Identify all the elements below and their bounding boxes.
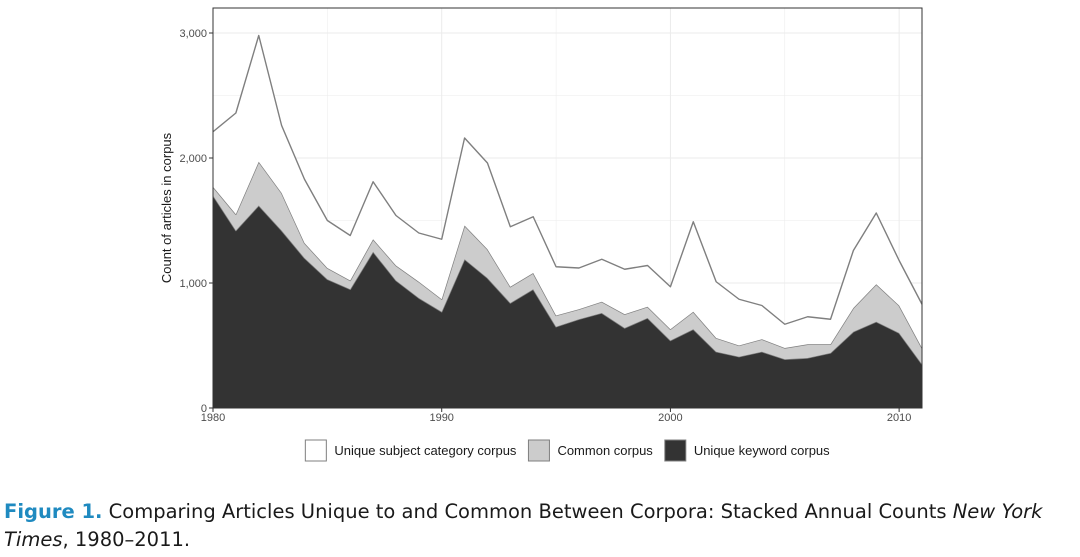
- axes: 1980 1990 2000 2010 0 1,000 2,000 3,000: [179, 28, 911, 424]
- caption-text: Comparing Articles Unique to and Common …: [102, 500, 953, 523]
- legend-key-unique-subject-category-corpus: [304, 439, 327, 462]
- caption-italic-title: New York Times: [4, 500, 1043, 551]
- y-axis-title: Count of articles in corpus: [159, 132, 174, 283]
- x-tick-label: 2000: [658, 412, 682, 424]
- legend-label-unique-subject-category-corpus: Unique subject category corpus: [334, 443, 517, 458]
- legend-label-common-corpus: Common corpus: [557, 443, 653, 458]
- y-tick-label: 0: [201, 403, 207, 415]
- legend-key-common-corpus: [527, 439, 550, 462]
- y-tick-label: 1,000: [179, 278, 207, 290]
- outline-unique-subject-category-corpus: [212, 34, 923, 325]
- plot-border: [212, 7, 923, 409]
- y-tick-label: 3,000: [179, 28, 207, 40]
- x-tick-label: 2010: [887, 412, 911, 424]
- figure-caption: Figure 1. Comparing Articles Unique to a…: [4, 498, 1078, 554]
- legend: Unique subject category corpus Common cor…: [304, 439, 830, 462]
- figure-label: Figure 1.: [4, 500, 103, 523]
- stacked-area-chart: 1980 1990 2000 2010 0 1,000 2,000 3,000 Count o…: [159, 7, 923, 462]
- caption-text-end: , 1980–2011.: [62, 528, 191, 551]
- y-tick-label: 2,000: [179, 153, 207, 165]
- area-series: [212, 34, 923, 408]
- legend-key-unique-keyword-corpus: [664, 439, 687, 462]
- x-tick-label: 1980: [201, 412, 225, 424]
- legend-label-unique-keyword-corpus: Unique keyword corpus: [694, 443, 830, 458]
- x-tick-label: 1990: [429, 412, 453, 424]
- area-unique-keyword-corpus: [213, 195, 922, 408]
- area-unique-subject-category-corpus: [213, 35, 922, 348]
